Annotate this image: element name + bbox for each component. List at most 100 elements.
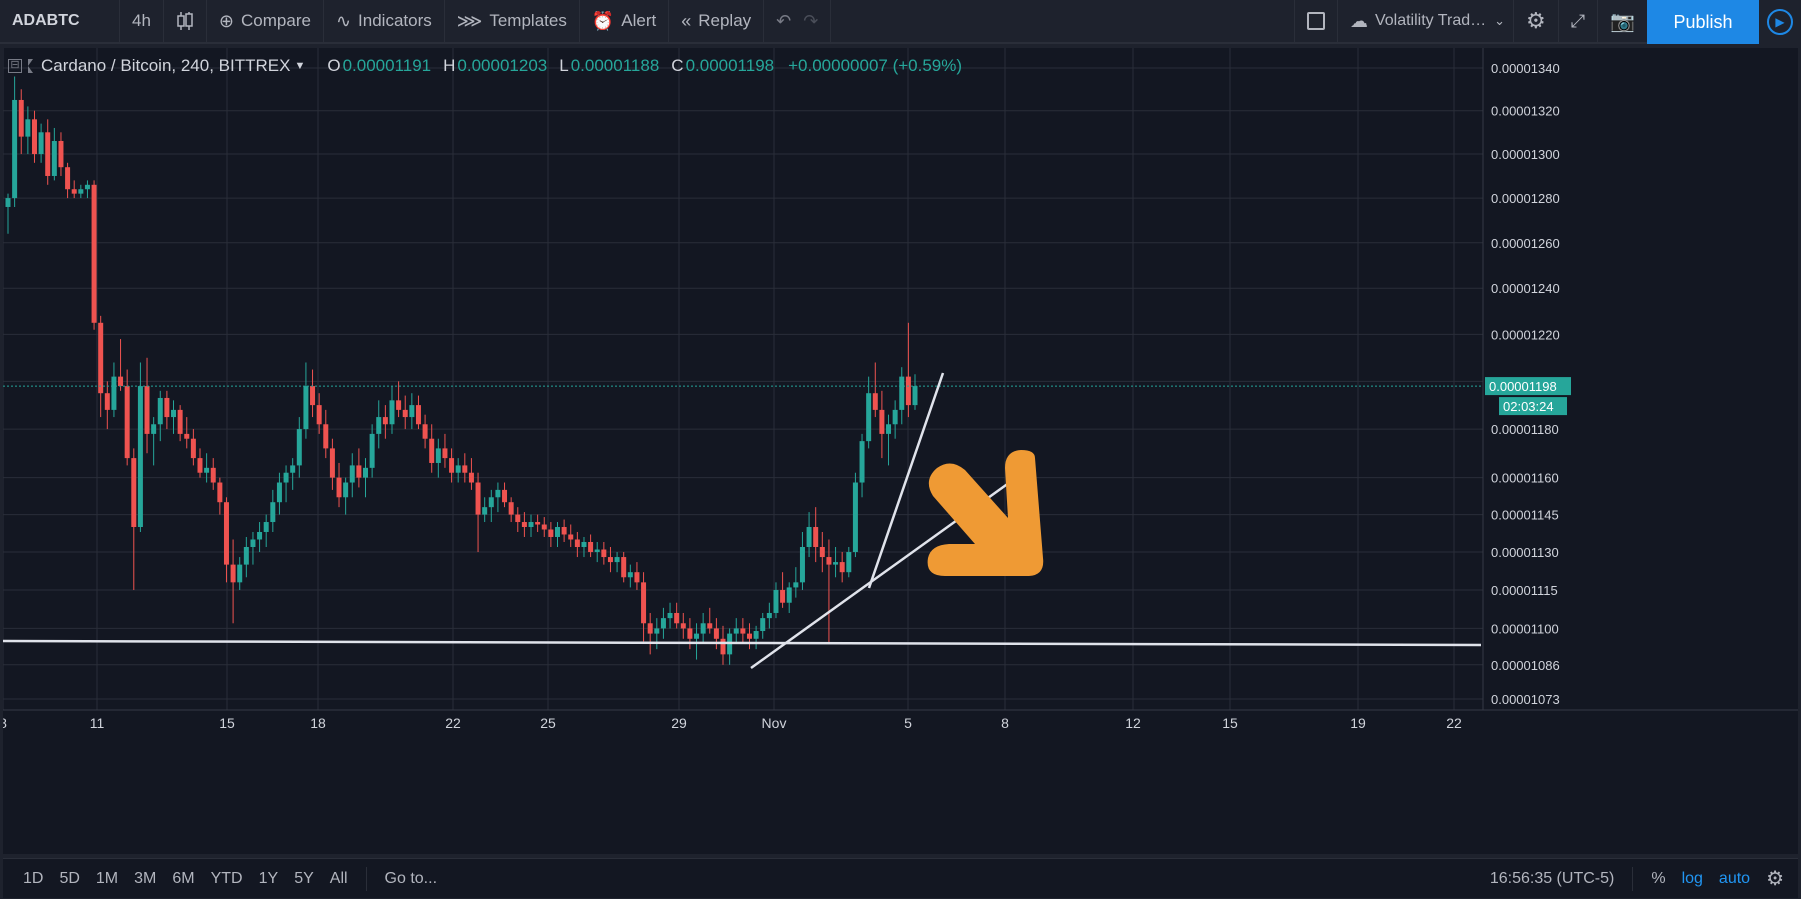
percent-toggle[interactable]: % [1651,869,1666,887]
price-tick-label: 0.00001260 [1491,236,1560,251]
range-button-6m[interactable]: 6M [172,869,195,887]
clock-timezone[interactable]: 16:56:35 (UTC-5) [1489,869,1615,887]
candle-body [204,467,210,473]
candle-body [396,400,402,410]
candle-body [5,198,11,207]
price-chart[interactable]: 0.00001340 0.00001320 0.00001300 0.00001280… [0,48,1798,854]
legend-title[interactable]: Cardano / Bitcoin, 240, BITTREX [41,56,291,75]
candle-body [435,448,441,463]
chart-style-button[interactable] [164,0,207,42]
candle-body [601,549,607,558]
range-button-5d[interactable]: 5D [59,869,80,887]
price-tick-label: 0.00001340 [1491,61,1560,76]
indicators-button[interactable]: ∿ Indicators [324,0,445,42]
candle-body [323,424,329,449]
templates-button[interactable]: ⋙ Templates [445,0,580,42]
candle-body [515,514,521,523]
range-button-5y[interactable]: 5Y [294,869,314,887]
range-button-1d[interactable]: 1D [23,869,44,887]
symbol-search-button[interactable]: ADABTC [0,0,120,42]
fullscreen-button[interactable]: ⤢ [1557,0,1597,42]
candle-body [78,189,84,194]
candle-body [667,612,673,619]
price-tick-label: 0.00001160 [1491,471,1559,486]
candle-body [104,393,110,410]
range-button-all[interactable]: All [329,869,348,887]
chart-area[interactable]: 0.00001340 0.00001320 0.00001300 0.00001280… [0,48,1798,854]
play-button[interactable]: ▶ [1759,0,1801,44]
candle-body [468,472,474,483]
candle-body [349,465,355,483]
candle-body [157,397,163,425]
candle-body [18,99,24,137]
open-value: 0.00001191 [342,56,432,75]
candle-body [356,465,362,478]
divider [365,866,367,891]
range-button-ytd[interactable]: YTD [210,869,243,887]
divider [1632,866,1634,891]
templates-icon: ⋙ [456,10,483,31]
snapshot-button[interactable]: 📷 [1597,0,1647,42]
alert-button[interactable]: ⏰ Alert [580,0,670,42]
interval-label: 4h [132,11,151,30]
layout-button[interactable]: ☁ Volatility Trad… ⌄ [1336,0,1513,42]
open-label: O [327,56,341,75]
goto-button[interactable]: Go to... [384,869,438,887]
close-label: C [671,56,684,75]
candle-body [892,409,898,425]
collapse-icon[interactable]: ⊟ [8,59,22,73]
candle-body [574,539,580,548]
compare-button[interactable]: ⊕ Compare [207,0,324,42]
candle-body [51,140,57,176]
time-tick-label: 8 [1001,715,1009,731]
candles [5,76,918,665]
chevron-down-icon: ⌄ [1494,13,1506,28]
countdown-badge-label: 02:03:24 [1503,399,1554,414]
time-tick-label: 18 [310,715,326,731]
publish-label: Publish [1673,11,1733,32]
price-tick-label: 0.00001280 [1491,191,1560,206]
candle-body [846,552,852,573]
candle-body [746,633,752,639]
candle-body [84,184,90,190]
candle-body [270,502,276,523]
range-button-1m[interactable]: 1M [95,869,119,887]
candle-body [541,524,547,530]
candle-body [369,433,375,468]
toolbar-spacer [831,0,1294,42]
log-toggle[interactable]: log [1681,869,1703,887]
candle-body [382,417,388,425]
low-value: 0.00001188 [570,56,660,75]
caret-down-icon[interactable]: ▼ [294,60,306,72]
time-axis[interactable]: 8 11 15 18 22 25 29 Nov 5 8 12 15 19 22 [0,709,1798,731]
fullscreen-toggle-button[interactable] [1293,0,1337,42]
publish-button[interactable]: Publish [1647,0,1759,44]
price-tick-label: 0.00001145 [1491,508,1559,523]
candle-body [780,589,786,603]
range-button-3m[interactable]: 3M [134,869,157,887]
candle-body [826,557,832,565]
time-tick-label: 8 [3,715,7,731]
price-axis[interactable]: 0.00001340 0.00001320 0.00001300 0.00001280… [1482,48,1571,710]
replay-button[interactable]: « Replay [669,0,765,42]
interval-button[interactable]: 4h [120,0,164,42]
gear-icon[interactable]: ⚙ [1766,868,1784,890]
candle-body [660,618,666,629]
candle-body [376,417,382,434]
candle-body [25,119,31,137]
candle-body [568,534,574,540]
redo-icon[interactable]: ↷ [803,10,819,31]
flag-icon[interactable] [28,59,33,73]
candle-body [495,489,501,498]
range-button-1y[interactable]: 1Y [258,869,279,887]
candle-body [760,618,766,632]
play-icon: ▶ [1767,9,1793,35]
candle-body [316,405,322,425]
time-tick-label: 11 [90,715,105,731]
candle-body [38,132,44,155]
auto-toggle[interactable]: auto [1718,869,1751,887]
candle-body [250,539,256,548]
candle-body [296,429,302,466]
undo-icon[interactable]: ↶ [776,10,792,31]
settings-button[interactable]: ⚙ [1512,0,1558,42]
